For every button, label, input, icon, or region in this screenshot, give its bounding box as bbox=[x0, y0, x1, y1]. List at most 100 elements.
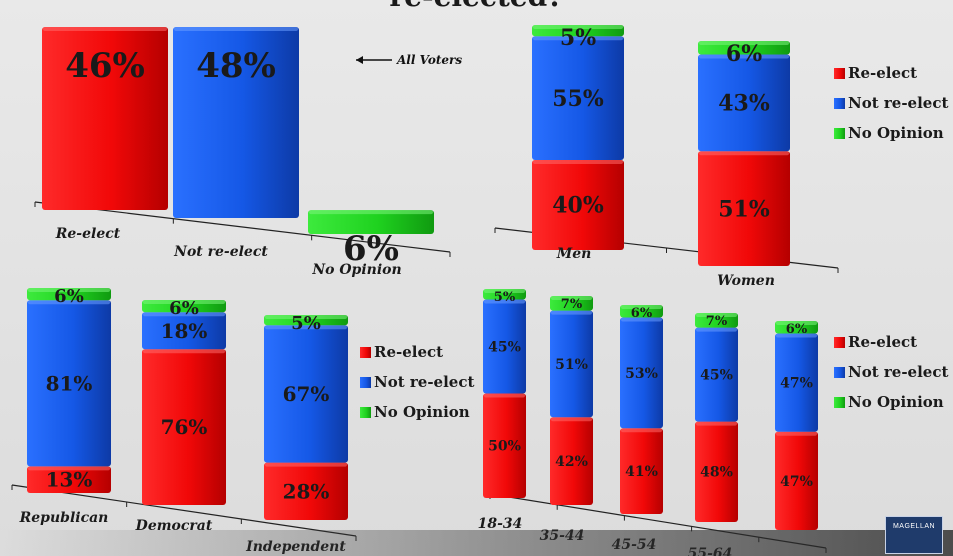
data-label-republican-not-re-elect: 81% bbox=[46, 371, 93, 395]
data-label-55-64-not-re-elect: 45% bbox=[700, 368, 733, 384]
all-voters-annotation: All Voters bbox=[396, 53, 462, 67]
data-label-republican-no-opinion: 6% bbox=[54, 286, 84, 307]
footer-band bbox=[0, 530, 953, 556]
bar-democrat-re-elect bbox=[142, 349, 226, 505]
bar-45-54-re-elect bbox=[620, 428, 663, 514]
category-label-men: Men bbox=[556, 246, 592, 262]
data-label-independent-not-re-elect: 67% bbox=[283, 382, 330, 406]
bar-65-no-opinion bbox=[775, 321, 818, 334]
legend-swatch-re-elect bbox=[834, 68, 845, 79]
data-label-democrat-no-opinion: 6% bbox=[169, 298, 199, 319]
data-label-independent-re-elect: 28% bbox=[283, 479, 330, 503]
category-label-not-re-elect: Not re-elect bbox=[173, 244, 268, 260]
data-label-65-not-re-elect: 47% bbox=[780, 376, 813, 392]
data-label-democrat-not-re-elect: 18% bbox=[161, 319, 208, 343]
data-label-65-re-elect: 47% bbox=[780, 474, 813, 490]
data-label-45-54-not-re-elect: 53% bbox=[625, 366, 658, 382]
bar-democrat-not-re-elect bbox=[142, 312, 226, 350]
legend-label-re-elect: Re-elect bbox=[848, 64, 917, 82]
bar-men-re-elect bbox=[532, 160, 624, 250]
data-label-18-34-not-re-elect: 45% bbox=[488, 339, 521, 355]
bar-women-no-opinion bbox=[698, 41, 790, 55]
bar-republican-re-elect bbox=[27, 466, 111, 493]
arrow-head-icon bbox=[356, 56, 363, 64]
bar-18-34-no-opinion bbox=[483, 289, 526, 300]
data-label-re-elect: 46% bbox=[65, 46, 145, 86]
legend-label-not-re-elect: Not re-elect bbox=[374, 373, 474, 391]
data-label-women-no-opinion: 6% bbox=[726, 41, 762, 67]
bar-55-64-re-elect bbox=[695, 421, 738, 522]
legend-swatch-re-elect bbox=[834, 337, 845, 348]
legend-left-item-re-elect: Re-elect bbox=[360, 343, 443, 361]
chart3-axis bbox=[11, 484, 357, 537]
data-label-not-re-elect: 48% bbox=[196, 46, 276, 86]
legend-label-no-opinion: No Opinion bbox=[848, 124, 944, 142]
data-label-45-54-no-opinion: 6% bbox=[631, 306, 653, 321]
data-label-women-re-elect: 51% bbox=[718, 196, 770, 222]
bar-18-34-re-elect bbox=[483, 393, 526, 498]
legend-label-not-re-elect: Not re-elect bbox=[848, 94, 948, 112]
bar-55-64-no-opinion bbox=[695, 313, 738, 328]
category-label-republican: Republican bbox=[19, 510, 109, 526]
bar-independent-not-re-elect bbox=[264, 325, 348, 463]
data-label-18-34-re-elect: 50% bbox=[488, 439, 521, 455]
data-label-women-not-re-elect: 43% bbox=[718, 91, 770, 117]
data-label-65-no-opinion: 6% bbox=[786, 322, 808, 337]
legend-swatch-no-opinion bbox=[834, 397, 845, 408]
bar-republican-no-opinion bbox=[27, 288, 111, 301]
bar-35-44-re-elect bbox=[550, 417, 593, 505]
bar-men-no-opinion bbox=[532, 25, 624, 37]
data-label-men-no-opinion: 5% bbox=[560, 25, 596, 51]
data-label-55-64-no-opinion: 7% bbox=[706, 314, 728, 329]
bar-no-opinion bbox=[308, 210, 434, 234]
bar-65-re-elect bbox=[775, 431, 818, 530]
legend-label-no-opinion: No Opinion bbox=[848, 393, 944, 411]
bar-men-not-re-elect bbox=[532, 36, 624, 160]
legend-right-item-no-opinion: No Opinion bbox=[834, 393, 944, 411]
bar-republican-not-re-elect bbox=[27, 300, 111, 467]
legend-top-item-not-re-elect: Not re-elect bbox=[834, 94, 948, 112]
legend-swatch-no-opinion bbox=[360, 407, 371, 418]
legend-label-no-opinion: No Opinion bbox=[374, 403, 470, 421]
bar-not-re-elect bbox=[173, 27, 299, 218]
bar-re-elect bbox=[42, 26, 168, 211]
bar-55-64-not-re-elect bbox=[695, 327, 738, 422]
category-label-18-34: 18-34 bbox=[478, 516, 523, 532]
data-label-18-34-no-opinion: 5% bbox=[494, 290, 516, 305]
bar-45-54-no-opinion bbox=[620, 305, 663, 318]
legend-swatch-no-opinion bbox=[834, 128, 845, 139]
bar-democrat-no-opinion bbox=[142, 300, 226, 313]
category-label-no-opinion: No Opinion bbox=[311, 262, 401, 278]
legend-label-re-elect: Re-elect bbox=[374, 343, 443, 361]
data-label-democrat-re-elect: 76% bbox=[161, 415, 208, 439]
data-label-45-54-re-elect: 41% bbox=[625, 464, 658, 480]
legend-swatch-not-re-elect bbox=[834, 98, 845, 109]
legend-right-item-re-elect: Re-elect bbox=[834, 333, 917, 351]
data-label-independent-no-opinion: 5% bbox=[291, 313, 321, 334]
bar-women-re-elect bbox=[698, 151, 790, 266]
legend-swatch-not-re-elect bbox=[834, 367, 845, 378]
data-label-35-44-no-opinion: 7% bbox=[561, 297, 583, 312]
legend-right-item-not-re-elect: Not re-elect bbox=[834, 363, 948, 381]
legend-left-item-no-opinion: No Opinion bbox=[360, 403, 470, 421]
data-label-men-not-re-elect: 55% bbox=[552, 86, 604, 112]
logo-text: MAGELLAN bbox=[892, 523, 936, 530]
bar-35-44-not-re-elect bbox=[550, 310, 593, 418]
data-label-men-re-elect: 40% bbox=[552, 193, 604, 219]
category-label-re-elect: Re-elect bbox=[55, 226, 121, 242]
legend-label-not-re-elect: Not re-elect bbox=[848, 363, 948, 381]
bar-women-not-re-elect bbox=[698, 54, 790, 152]
legend-label-re-elect: Re-elect bbox=[848, 333, 917, 351]
data-label-republican-re-elect: 13% bbox=[46, 468, 93, 492]
data-label-no-opinion: 6% bbox=[343, 229, 399, 269]
legend-left-item-not-re-elect: Not re-elect bbox=[360, 373, 474, 391]
legend-top-item-re-elect: Re-elect bbox=[834, 64, 917, 82]
bar-65-not-re-elect bbox=[775, 333, 818, 432]
data-label-35-44-not-re-elect: 51% bbox=[555, 357, 588, 373]
bar-independent-re-elect bbox=[264, 462, 348, 520]
data-label-35-44-re-elect: 42% bbox=[555, 454, 588, 470]
chart1-axis bbox=[34, 201, 451, 253]
legend-swatch-not-re-elect bbox=[360, 377, 371, 388]
legend-swatch-re-elect bbox=[360, 347, 371, 358]
